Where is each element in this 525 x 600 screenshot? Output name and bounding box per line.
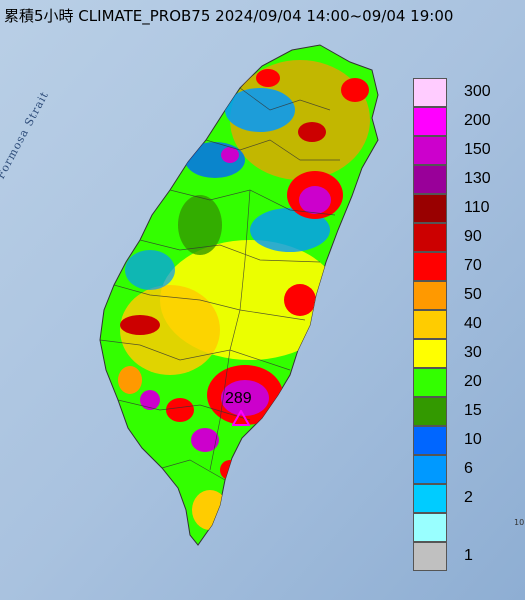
legend-swatch <box>413 165 447 194</box>
legend-tick-label: 6 <box>464 460 473 477</box>
legend-swatch <box>413 252 447 281</box>
legend-tick-label: 40 <box>464 315 482 332</box>
legend-swatch <box>413 339 447 368</box>
legend-tick-label: 1 <box>464 547 473 564</box>
legend-tick-label: 110 <box>464 199 490 216</box>
triangle-marker-icon <box>232 410 250 426</box>
legend-swatch <box>413 455 447 484</box>
legend-swatch <box>413 107 447 136</box>
legend-swatch <box>413 397 447 426</box>
legend-tick-label: 30 <box>464 344 482 361</box>
legend-tick-label: 50 <box>464 286 482 303</box>
edge-tick-label: 10 <box>514 518 525 527</box>
legend-swatch <box>413 281 447 310</box>
legend-tick-label: 15 <box>464 402 482 419</box>
legend-swatch <box>413 136 447 165</box>
legend-tick-label: 10 <box>464 431 482 448</box>
legend-swatch <box>413 368 447 397</box>
legend-swatch <box>413 223 447 252</box>
legend-swatch <box>413 194 447 223</box>
legend-swatch <box>413 484 447 513</box>
legend-tick-label: 70 <box>464 257 482 274</box>
island-rainfall-map <box>99 44 379 546</box>
legend-tick-label: 130 <box>464 170 491 187</box>
map-title: 累積5小時 CLIMATE_PROB75 2024/09/04 14:00~09… <box>4 7 454 25</box>
title-bar: 累積5小時 CLIMATE_PROB75 2024/09/04 14:00~09… <box>0 0 525 30</box>
legend-tick-label: 20 <box>464 373 482 390</box>
max-value-label: 289 <box>225 390 252 407</box>
legend-swatch <box>413 78 447 107</box>
legend-tick-label: 2 <box>464 489 473 506</box>
legend-tick-label: 200 <box>464 112 491 129</box>
legend-swatch <box>413 542 447 571</box>
legend-swatch <box>413 426 447 455</box>
legend-swatch <box>413 513 447 542</box>
color-legend <box>413 78 449 571</box>
legend-tick-label: 90 <box>464 228 482 245</box>
legend-tick-label: 300 <box>464 83 491 100</box>
legend-tick-label: 150 <box>464 141 491 158</box>
legend-swatch <box>413 310 447 339</box>
